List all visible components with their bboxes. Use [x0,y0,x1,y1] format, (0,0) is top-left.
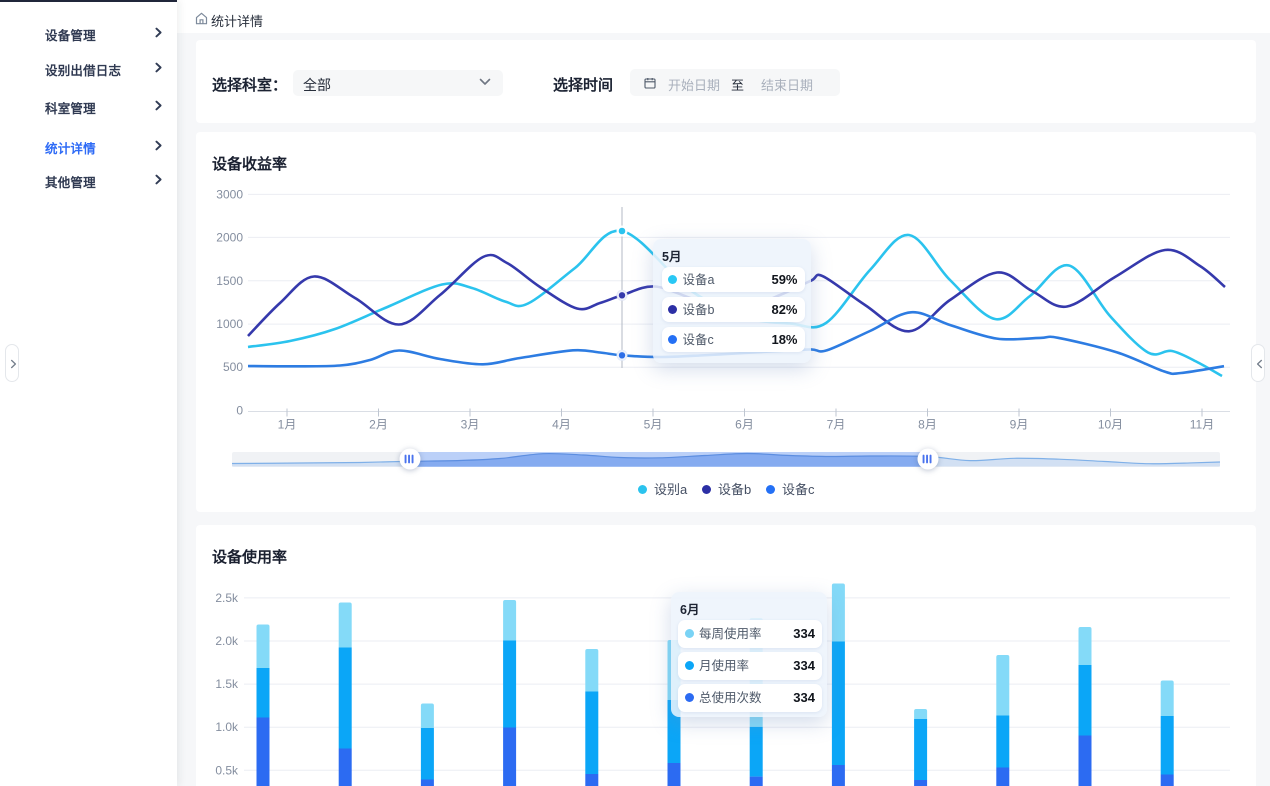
svg-text:1000: 1000 [216,317,243,331]
svg-text:3月: 3月 [461,418,480,432]
svg-text:6月: 6月 [735,418,754,432]
svg-text:11月: 11月 [1190,418,1214,432]
svg-text:500: 500 [223,360,243,374]
svg-text:2月: 2月 [369,418,388,432]
svg-text:0: 0 [236,404,243,418]
svg-text:4月: 4月 [552,418,571,432]
svg-text:1月: 1月 [278,418,297,432]
svg-text:8月: 8月 [918,418,937,432]
svg-text:3000: 3000 [216,187,243,201]
svg-text:5月: 5月 [644,418,663,432]
svg-text:2.0k: 2.0k [215,634,239,648]
svg-text:2.5k: 2.5k [215,591,239,605]
svg-text:1.0k: 1.0k [215,720,239,734]
svg-text:9月: 9月 [1010,418,1029,432]
svg-text:1.5k: 1.5k [215,677,239,691]
svg-text:10月: 10月 [1098,418,1123,432]
svg-text:0.5k: 0.5k [215,763,239,777]
svg-text:1500: 1500 [216,274,243,288]
svg-text:2000: 2000 [216,230,243,244]
svg-text:7月: 7月 [827,418,846,432]
